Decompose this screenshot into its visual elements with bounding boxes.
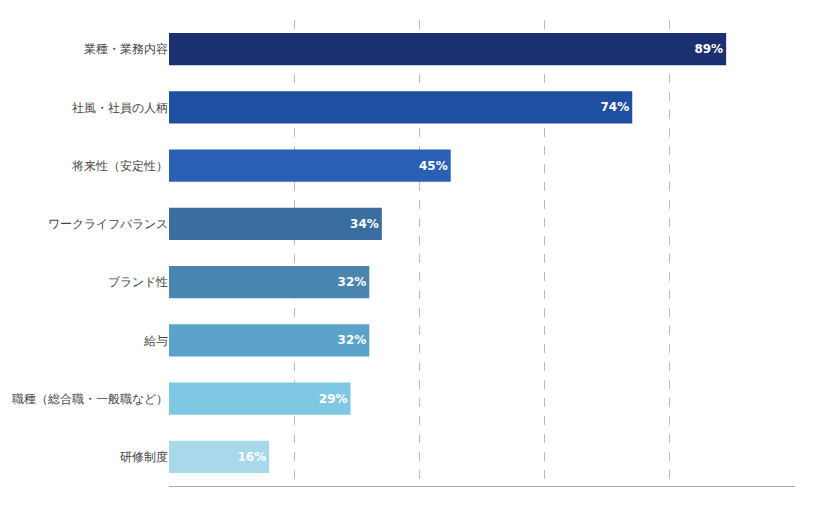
svg-text:29%: 29% — [319, 392, 348, 406]
svg-text:74%: 74% — [601, 100, 630, 114]
svg-text:給与: 給与 — [143, 334, 168, 348]
svg-text:ワークライフバランス: ワークライフバランス — [48, 217, 168, 231]
svg-text:32%: 32% — [338, 275, 367, 289]
svg-text:研修制度: 研修制度 — [120, 450, 168, 464]
svg-text:16%: 16% — [237, 450, 266, 464]
svg-text:32%: 32% — [338, 333, 367, 347]
svg-text:将来性（安定性）: 将来性（安定性） — [71, 159, 168, 173]
svg-text:業種・業務内容: 業種・業務内容 — [84, 42, 168, 56]
svg-text:職種（総合職・一般職など）: 職種（総合職・一般職など） — [12, 392, 168, 406]
svg-text:34%: 34% — [350, 217, 379, 231]
svg-text:社風・社員の人柄: 社風・社員の人柄 — [72, 101, 168, 115]
svg-text:89%: 89% — [694, 42, 723, 56]
svg-text:ブランド性: ブランド性 — [108, 275, 168, 289]
svg-text:45%: 45% — [419, 159, 448, 173]
